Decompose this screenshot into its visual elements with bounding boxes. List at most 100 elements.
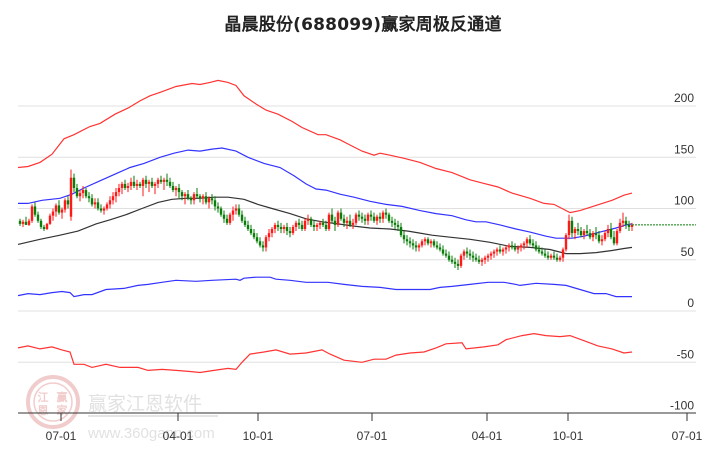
candle xyxy=(153,183,157,186)
candle xyxy=(498,249,502,252)
candle xyxy=(609,229,613,238)
candle xyxy=(297,222,301,225)
candle xyxy=(87,196,91,199)
candle xyxy=(24,221,28,225)
candle xyxy=(63,200,67,210)
candle xyxy=(309,218,313,225)
candle xyxy=(156,179,160,184)
candle xyxy=(402,235,406,240)
candle xyxy=(141,179,145,186)
candle xyxy=(348,220,352,225)
candle xyxy=(603,233,607,240)
candle xyxy=(231,210,235,215)
candle xyxy=(381,212,385,219)
x-tick-label: 04-01 xyxy=(163,429,194,443)
candle xyxy=(600,239,604,242)
candle xyxy=(252,233,256,238)
candle xyxy=(507,245,511,248)
candle xyxy=(450,259,454,262)
candle xyxy=(114,192,118,197)
candle xyxy=(54,205,58,212)
candle xyxy=(354,214,358,223)
candle xyxy=(96,202,100,209)
candle xyxy=(522,243,526,246)
candle xyxy=(33,206,37,215)
candle xyxy=(594,233,598,236)
candle xyxy=(615,231,619,244)
y-tick-label: -50 xyxy=(677,347,695,361)
candle xyxy=(42,226,46,229)
candle xyxy=(285,226,289,232)
candle xyxy=(525,239,529,244)
candle xyxy=(360,216,364,219)
candle xyxy=(384,212,388,215)
candle xyxy=(150,181,154,186)
candle xyxy=(591,233,595,238)
candle xyxy=(387,214,391,221)
candle xyxy=(93,202,97,205)
candle xyxy=(69,177,73,217)
candle xyxy=(144,179,148,184)
x-tick-label: 10-01 xyxy=(243,429,274,443)
candle xyxy=(627,224,631,227)
price-candles xyxy=(18,169,634,270)
candle xyxy=(576,229,580,232)
candle xyxy=(204,196,208,203)
candle xyxy=(312,224,316,227)
candle xyxy=(129,181,133,186)
candle xyxy=(267,233,271,238)
candle xyxy=(123,183,127,188)
candle xyxy=(336,212,340,225)
candle xyxy=(483,257,487,260)
y-axis: 200 150 100 50 0 -50 -100 xyxy=(670,91,694,413)
candle xyxy=(567,220,571,236)
candle xyxy=(606,229,610,234)
candle xyxy=(630,224,634,227)
candle xyxy=(351,222,355,225)
candle xyxy=(21,221,25,224)
candle xyxy=(201,196,205,199)
candle xyxy=(438,247,442,250)
candle xyxy=(177,188,181,193)
candle xyxy=(225,218,229,223)
candle xyxy=(396,224,400,227)
x-tick-label: 07-01 xyxy=(46,429,77,443)
candle xyxy=(537,249,541,252)
x-tick-label: 04-01 xyxy=(472,429,503,443)
svg-text:恩: 恩 xyxy=(38,404,49,417)
candle xyxy=(81,190,85,194)
candle xyxy=(378,216,382,219)
candle xyxy=(357,214,361,217)
candle xyxy=(369,214,373,217)
candle xyxy=(180,192,184,197)
candle xyxy=(585,231,589,234)
candle xyxy=(291,226,295,234)
candle xyxy=(555,257,559,260)
candle xyxy=(513,247,517,250)
candle xyxy=(75,188,79,197)
y-tick-label: 50 xyxy=(681,245,695,259)
candle xyxy=(453,261,457,264)
svg-text:江: 江 xyxy=(38,390,49,404)
candle xyxy=(183,194,187,197)
candle xyxy=(528,239,532,244)
candle xyxy=(432,241,436,246)
candle xyxy=(228,214,232,223)
candle xyxy=(327,214,331,229)
candle xyxy=(324,224,328,229)
upper-outer-band-line xyxy=(17,79,633,214)
candle xyxy=(264,237,268,248)
watermark-logo-icon: 江 赢 恩 家 xyxy=(26,375,80,429)
candle xyxy=(117,188,121,193)
candle xyxy=(339,212,343,219)
candle xyxy=(147,181,151,184)
candle xyxy=(411,243,415,246)
y-tick-label: 0 xyxy=(687,296,694,310)
candle xyxy=(552,255,556,258)
candle xyxy=(621,220,625,223)
x-axis: 07-01 04-01 10-01 07-01 04-01 10-01 07-01 xyxy=(18,412,703,443)
candle xyxy=(168,181,172,186)
candle xyxy=(561,249,565,258)
candle xyxy=(207,198,211,203)
candle xyxy=(234,208,238,211)
